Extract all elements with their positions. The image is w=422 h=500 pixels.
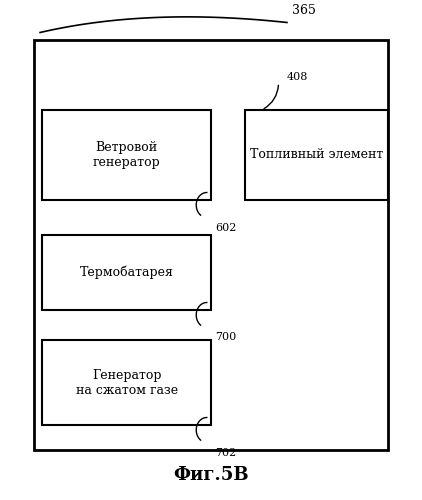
Text: Термобатарея: Термобатарея bbox=[80, 266, 173, 279]
Text: 365: 365 bbox=[292, 4, 316, 18]
FancyBboxPatch shape bbox=[42, 340, 211, 425]
FancyBboxPatch shape bbox=[42, 235, 211, 310]
Text: 700: 700 bbox=[215, 332, 236, 342]
FancyBboxPatch shape bbox=[34, 40, 388, 450]
Text: 408: 408 bbox=[287, 72, 308, 83]
Text: Ветровой
генератор: Ветровой генератор bbox=[93, 141, 160, 169]
Text: Генератор
на сжатом газе: Генератор на сжатом газе bbox=[76, 368, 178, 396]
FancyBboxPatch shape bbox=[245, 110, 388, 200]
Text: Фиг.5В: Фиг.5В bbox=[173, 466, 249, 484]
Text: 702: 702 bbox=[215, 448, 236, 458]
FancyBboxPatch shape bbox=[42, 110, 211, 200]
Text: 602: 602 bbox=[215, 222, 237, 232]
Text: Топливный элемент: Топливный элемент bbox=[250, 148, 383, 162]
